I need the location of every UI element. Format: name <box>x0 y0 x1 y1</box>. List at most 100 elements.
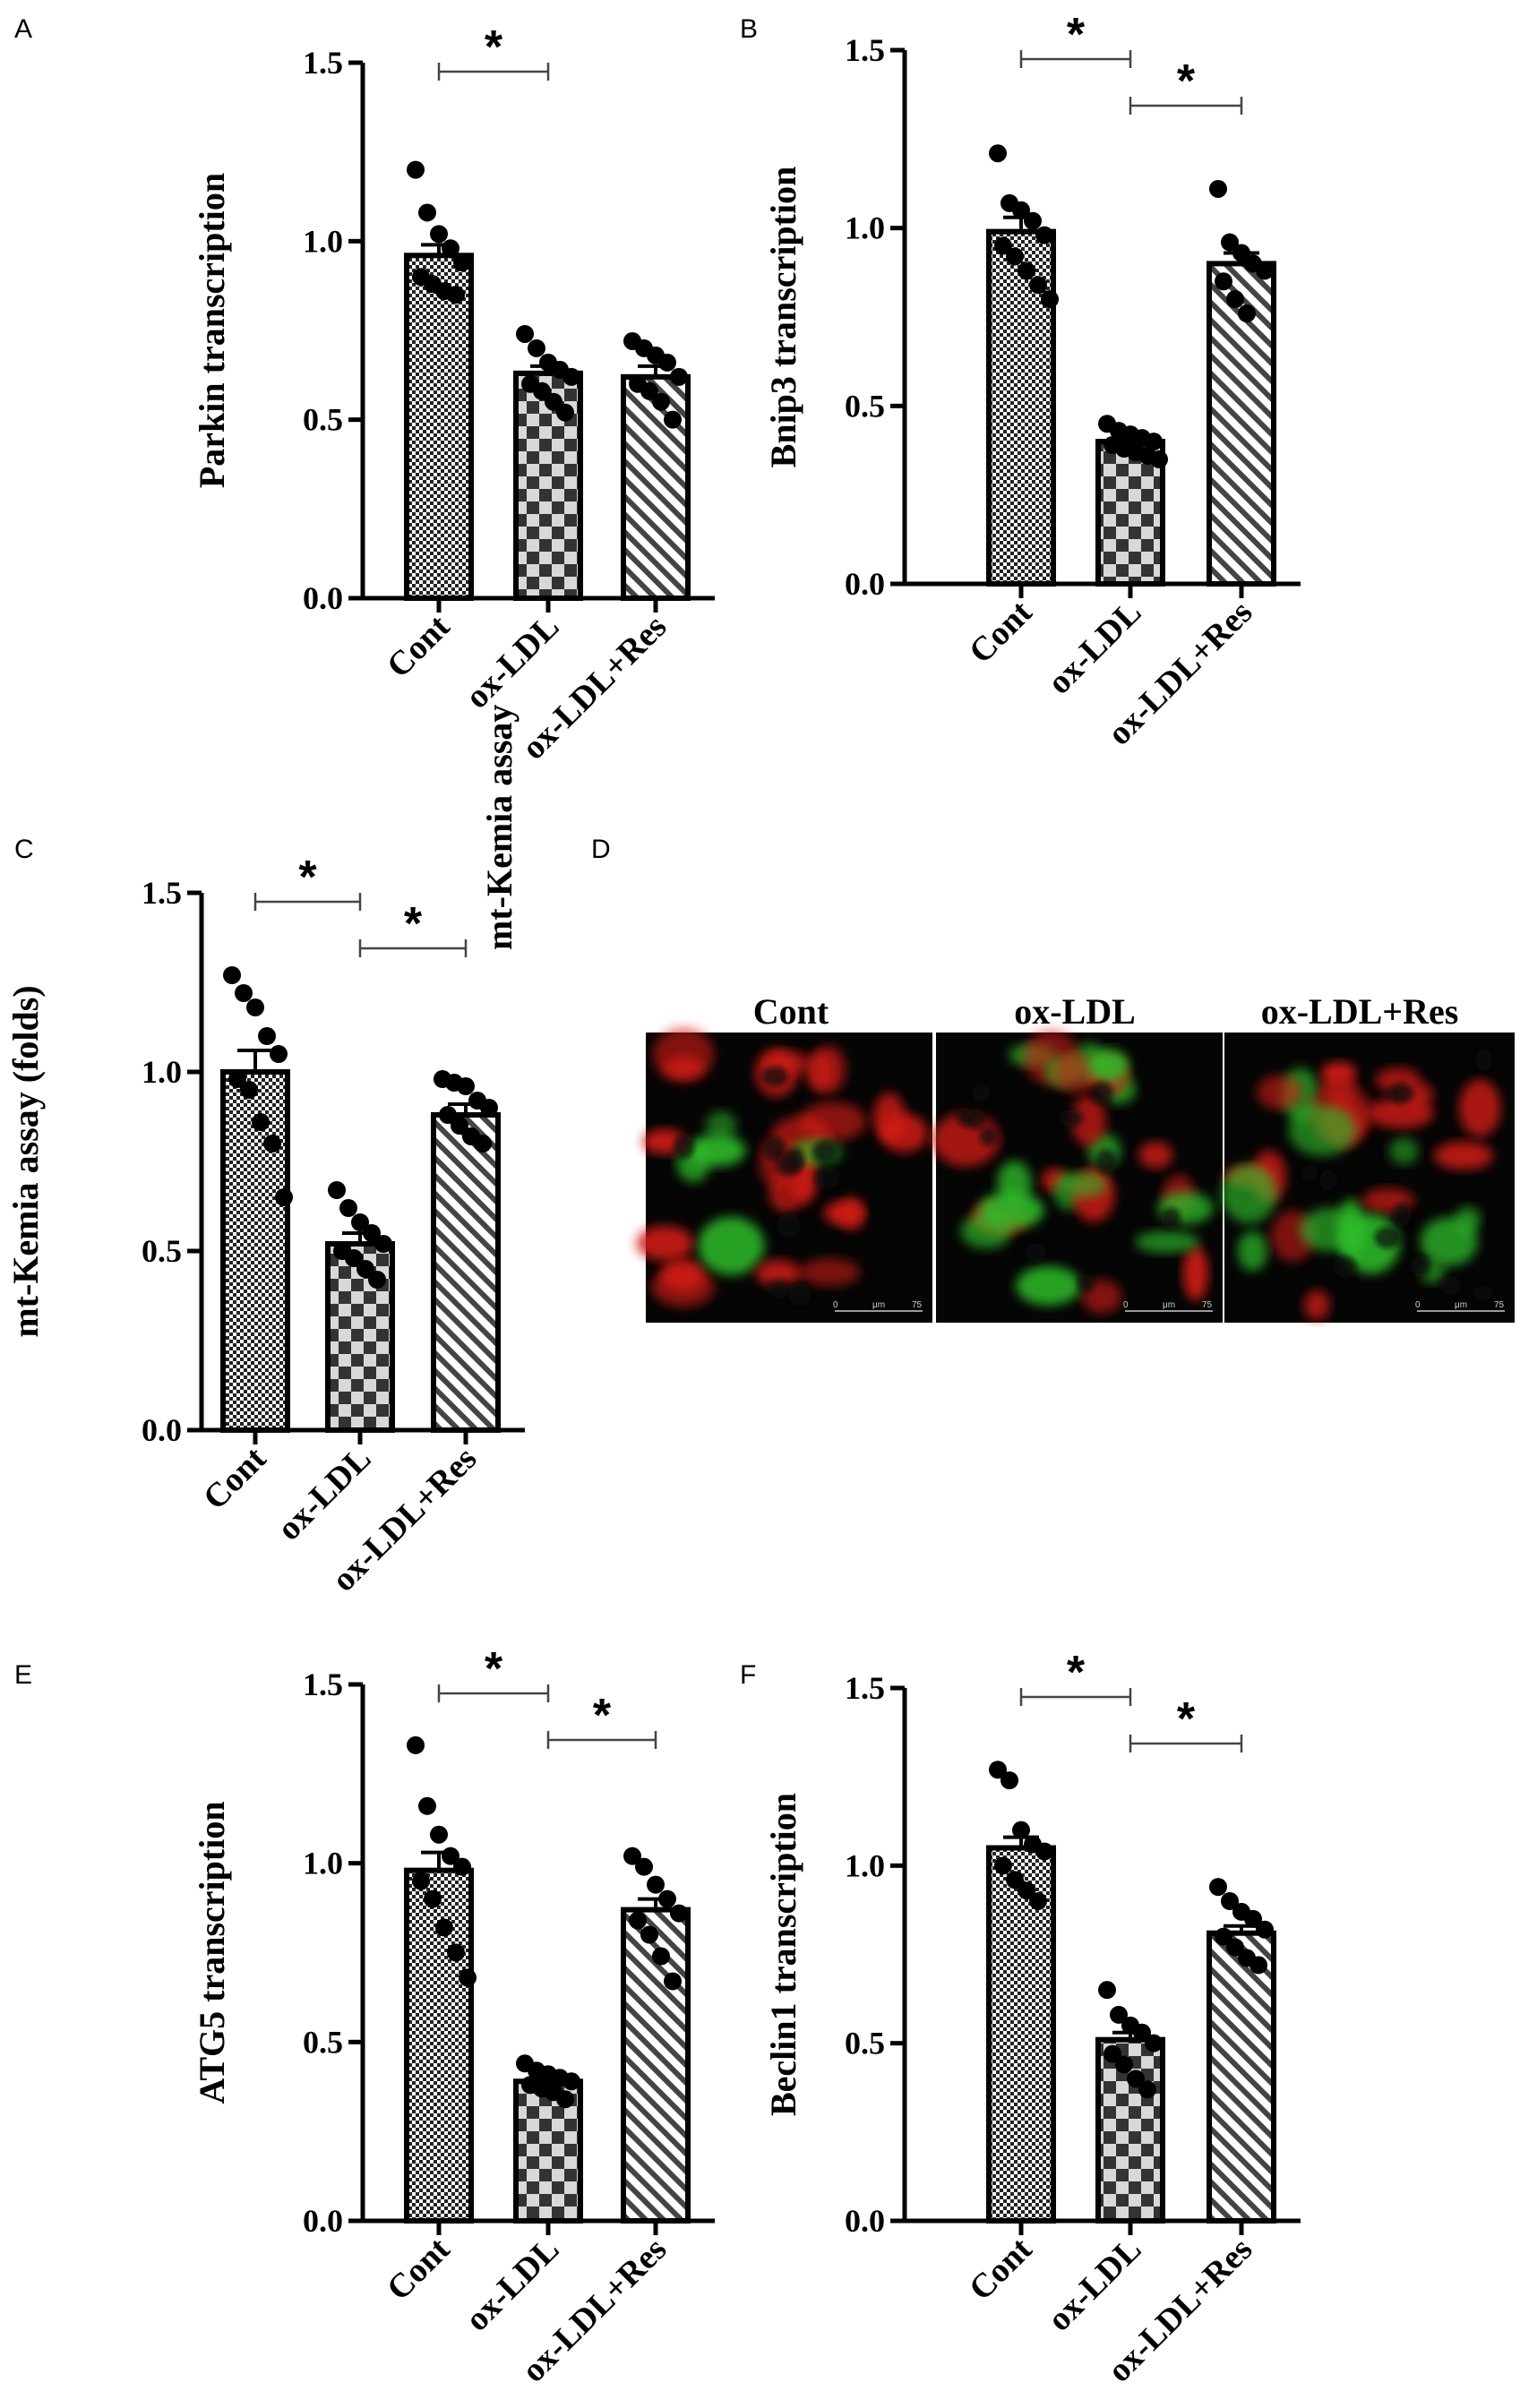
y-tick-label: 1.0 <box>142 1054 182 1090</box>
y-tick-label: 0.5 <box>142 1233 182 1269</box>
data-point <box>640 1925 658 1944</box>
x-category-label: ox-LDL <box>271 1440 379 1548</box>
cell-nucleus <box>776 1213 802 1238</box>
scale-bar-start: 0 <box>1415 1300 1421 1310</box>
data-point <box>1226 1938 1244 1957</box>
data-point <box>451 1117 468 1135</box>
data-point <box>1041 290 1059 309</box>
cell-signal <box>1434 1141 1494 1170</box>
data-point <box>240 1081 258 1099</box>
data-point <box>556 403 574 422</box>
data-point <box>339 1199 357 1217</box>
y-axis-label: mt-Kemia assay (folds) <box>5 985 46 1337</box>
cell-signal <box>960 1213 1012 1249</box>
data-point <box>435 1918 453 1937</box>
data-point <box>223 966 241 984</box>
cell-signal <box>1458 1079 1501 1137</box>
data-point <box>1098 1981 1116 2000</box>
y-tick-label: 1.5 <box>845 1670 885 1706</box>
data-point <box>453 253 471 272</box>
data-point <box>652 392 670 411</box>
cell-nucleus <box>1393 1203 1412 1226</box>
data-point <box>1115 2055 1133 2074</box>
panel-letter-f: F <box>740 1660 756 1690</box>
data-point <box>474 1135 492 1153</box>
x-category-label: Cont <box>962 2230 1040 2308</box>
cell-signal <box>1237 1230 1268 1272</box>
x-category-label: ox-LDL <box>1041 594 1149 702</box>
data-point <box>1000 1771 1018 1790</box>
data-point <box>263 1135 281 1153</box>
cell-signal <box>705 1111 737 1140</box>
cell-nucleus <box>1095 1149 1117 1173</box>
significance-star: * <box>404 898 423 950</box>
cell-signal <box>1070 1095 1106 1146</box>
data-point <box>1256 261 1274 280</box>
cell-nucleus <box>777 1153 803 1176</box>
cell-signal <box>1388 1137 1419 1165</box>
panel-letter-d: D <box>591 835 611 864</box>
data-point <box>430 225 448 244</box>
data-point <box>457 1077 475 1095</box>
microscopy-title-oxldl: ox-LDL <box>1014 991 1136 1032</box>
cell-nucleus <box>1474 1049 1492 1071</box>
y-tick-label: 0.5 <box>303 402 343 438</box>
scale-bar-unit: μm <box>1455 1300 1467 1310</box>
scale-bar-unit: μm <box>872 1300 885 1310</box>
data-point <box>1145 433 1163 451</box>
x-category-label: Cont <box>196 1439 274 1517</box>
significance-star: * <box>1177 1693 1196 1745</box>
data-point <box>439 1106 457 1124</box>
data-point <box>270 1045 288 1063</box>
cell-nucleus <box>1440 1275 1461 1296</box>
data-point <box>1110 2005 1128 2024</box>
data-point <box>1029 276 1047 295</box>
cell-nucleus <box>1410 1255 1430 1277</box>
data-point <box>442 1847 459 1865</box>
cell-nucleus <box>964 1110 986 1130</box>
data-point <box>1029 1892 1047 1910</box>
data-point <box>1150 450 1168 468</box>
significance-star: * <box>485 1643 503 1695</box>
chart-a-parkin: 0.0 0.5 1.0 1.5 Parkin transcription Cont ox-L… <box>192 21 715 767</box>
cell-signal <box>665 1055 703 1079</box>
cell-signal <box>697 1216 765 1275</box>
chart-b-bnip3: 0.0 0.5 1.0 1.5 Bnip3 transcription Cont ox-LD… <box>763 9 1301 753</box>
data-point <box>629 1911 647 1930</box>
cell-signal <box>651 1266 715 1307</box>
cell-signal <box>799 1257 861 1287</box>
data-point <box>635 1857 653 1876</box>
data-point <box>989 1761 1007 1779</box>
data-point <box>1006 1871 1024 1890</box>
microscopy-image-2: 0 μm 75 <box>1221 1031 1516 1324</box>
microscopy-panel-d: mt-Kemia assay Cont ox-LDL ox-LDL+Res 0 μ… <box>479 705 1516 1324</box>
cell-nucleus <box>766 1279 793 1298</box>
cell-nucleus <box>1059 1110 1084 1127</box>
x-category-label: Cont <box>380 2230 458 2308</box>
data-point <box>556 2090 574 2109</box>
cell-signal <box>636 1225 694 1261</box>
cell-nucleus <box>1374 1226 1401 1249</box>
data-point <box>623 1847 641 1865</box>
significance-star: * <box>593 1690 612 1742</box>
bar-2 <box>621 373 691 601</box>
scale-bar-start: 0 <box>833 1300 838 1310</box>
significance-star: * <box>1067 9 1086 61</box>
data-point <box>652 1947 670 1966</box>
chart-e-atg5: 0.0 0.5 1.0 1.5 ATG5 transcription Cont ox-LDL… <box>192 1643 715 2390</box>
cell-signal <box>755 1259 801 1287</box>
significance-star: * <box>485 21 503 73</box>
cell-signal <box>1138 1141 1173 1169</box>
chart-c-mt-kemia: 0.0 0.5 1.0 1.5 mt-Kemia assay (folds) Contox… <box>5 852 525 1599</box>
y-axis-label: ATG5 transcription <box>192 1801 232 2104</box>
data-point <box>1215 272 1232 291</box>
data-point <box>228 1070 246 1088</box>
cell-nucleus <box>763 1135 786 1161</box>
scale-bar-start: 0 <box>1123 1300 1129 1310</box>
data-point <box>1006 247 1024 266</box>
data-point <box>647 1875 665 1894</box>
data-point <box>658 353 676 372</box>
data-point <box>1035 226 1053 244</box>
bar-2 <box>431 1112 501 1433</box>
